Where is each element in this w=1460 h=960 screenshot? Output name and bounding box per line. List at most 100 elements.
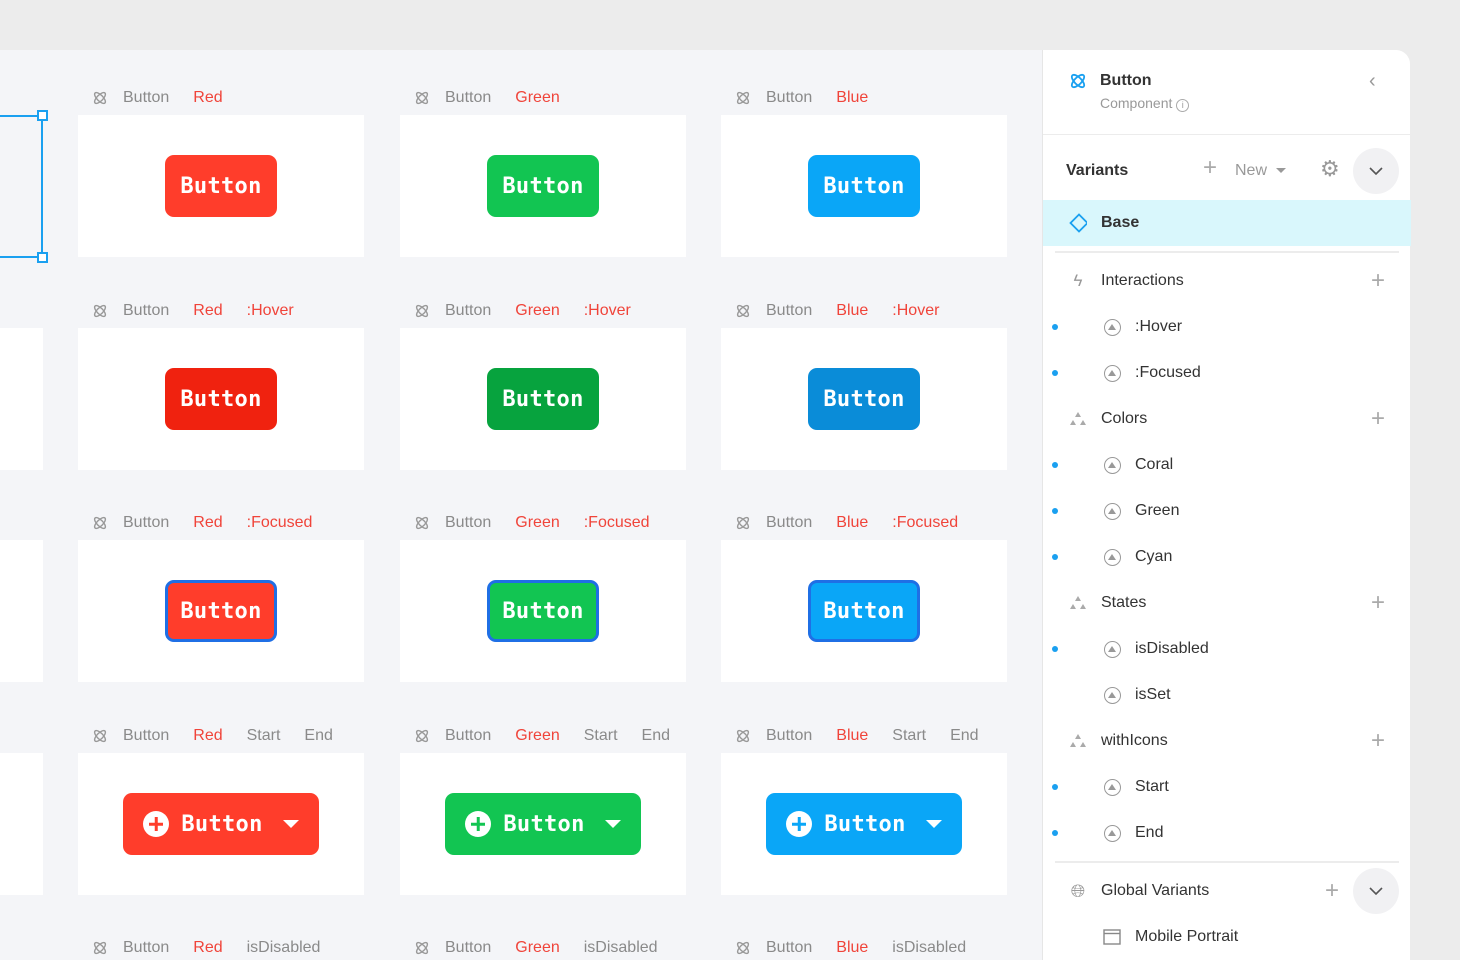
variant-group-interactions[interactable]: ϟ Interactions +	[1043, 258, 1411, 304]
variant-label[interactable]: Button Red	[92, 88, 247, 108]
variants-heading: Variants	[1066, 162, 1129, 179]
component-icon	[92, 90, 108, 106]
base-label: Base	[1101, 214, 1140, 231]
preview-button[interactable]: Button	[487, 368, 599, 430]
variant-label[interactable]: Button Blue	[735, 88, 892, 108]
design-canvas[interactable]: Button Red Button Button Green Button Button Bl…	[0, 50, 1042, 960]
preview-button[interactable]: Button	[766, 793, 962, 855]
variant-item[interactable]: End	[1043, 810, 1411, 856]
variant-label[interactable]: Button Red Start End	[92, 726, 357, 746]
variant-label[interactable]: Button Blue:Focused	[735, 513, 982, 533]
collapse-panel-button[interactable]: ‹	[1369, 70, 1376, 92]
divider	[1043, 134, 1411, 135]
variant-item[interactable]: Cyan	[1043, 534, 1411, 580]
preview-button[interactable]: Button	[808, 155, 920, 217]
variant-item[interactable]: isDisabled	[1043, 626, 1411, 672]
preview-button[interactable]: Button	[487, 580, 599, 642]
resize-handle[interactable]	[37, 252, 48, 263]
variant-card[interactable]: Button	[400, 540, 686, 682]
variant-card[interactable]: Button	[400, 328, 686, 470]
component-name: Button	[445, 89, 492, 106]
variant-label[interactable]: Button Red isDisabled	[92, 938, 344, 958]
variant-card[interactable]: Button	[400, 115, 686, 257]
variant-card[interactable]: Button	[78, 540, 364, 682]
global-variant-item[interactable]: Mobile Portrait	[1043, 914, 1411, 960]
globe-icon: 🌐︎	[1070, 880, 1086, 901]
variant-group-colors[interactable]: Colors +	[1043, 396, 1411, 442]
add-variant-button[interactable]: +	[1203, 154, 1218, 181]
preview-button[interactable]: Button	[487, 155, 599, 217]
variant-label[interactable]: Button Blue Start End	[735, 726, 1003, 746]
info-icon[interactable]: i	[1176, 99, 1190, 112]
divider	[1055, 251, 1399, 253]
variant-item-label: Start	[1135, 778, 1169, 795]
variant-label[interactable]: Button Blue:Hover	[735, 301, 963, 321]
variant-icon	[1103, 364, 1121, 382]
component-icon	[92, 303, 108, 319]
variant-label[interactable]: Button Green:Focused	[414, 513, 674, 533]
button-label: Button	[823, 598, 905, 624]
variant-item[interactable]: Start	[1043, 764, 1411, 810]
variant-item-label: Coral	[1135, 456, 1174, 473]
add-variant-button[interactable]: +	[1370, 727, 1385, 754]
preview-button[interactable]: Button	[808, 580, 920, 642]
component-name: Button	[766, 89, 813, 106]
add-variant-button[interactable]: +	[1370, 267, 1385, 294]
variant-card[interactable]: Button	[78, 328, 364, 470]
variant-label[interactable]: Button Green:Hover	[414, 301, 655, 321]
variant-card[interactable]: Button	[721, 753, 1007, 895]
new-dropdown[interactable]: New	[1235, 162, 1287, 180]
button-label: Button	[502, 598, 584, 624]
resize-handle[interactable]	[37, 110, 48, 121]
state-tag: End	[950, 727, 979, 744]
preview-button[interactable]: Button	[165, 155, 277, 217]
active-dot	[1052, 830, 1058, 836]
variant-card[interactable]: Button	[78, 115, 364, 257]
preview-button[interactable]: Button	[445, 793, 641, 855]
global-variants-row[interactable]: 🌐︎ Global Variants +	[1043, 868, 1411, 914]
add-variant-button[interactable]: +	[1370, 589, 1385, 616]
variant-card[interactable]: Button	[721, 540, 1007, 682]
preview-button[interactable]: Button	[165, 368, 277, 430]
variant-label[interactable]: Button Green isDisabled	[414, 938, 682, 958]
variant-label[interactable]: Button Red:Hover	[92, 301, 318, 321]
state-tag: :Hover	[246, 302, 294, 319]
button-label: Button	[180, 173, 262, 199]
variant-label[interactable]: Button Green Start End	[414, 726, 694, 746]
variant-item[interactable]: :Focused	[1043, 350, 1411, 396]
button-label: Button	[180, 386, 262, 412]
variant-icon	[1103, 778, 1121, 796]
variant-card[interactable]: Button	[78, 753, 364, 895]
variants-collapse-button[interactable]	[1353, 148, 1399, 194]
browser-window-icon	[1103, 928, 1121, 946]
variant-card[interactable]: Button	[721, 328, 1007, 470]
selection-frame[interactable]	[0, 110, 48, 263]
variant-label[interactable]: Button Red:Focused	[92, 513, 336, 533]
add-global-variant-button[interactable]: +	[1324, 877, 1339, 904]
variant-group-withicons[interactable]: withIcons +	[1043, 718, 1411, 764]
global-variants-collapse-button[interactable]	[1353, 868, 1399, 914]
variant-label[interactable]: Button Green	[414, 88, 584, 108]
variant-label[interactable]: Button Blue isDisabled	[735, 938, 990, 958]
new-label: New	[1235, 162, 1268, 179]
gear-icon[interactable]: ⚙	[1320, 156, 1340, 181]
base-variant-row[interactable]: Base	[1043, 200, 1411, 246]
preview-button[interactable]: Button	[165, 580, 277, 642]
add-variant-button[interactable]: +	[1370, 405, 1385, 432]
variant-item[interactable]: Coral	[1043, 442, 1411, 488]
color-tag: Red	[193, 727, 223, 744]
variant-card[interactable]: Button	[721, 115, 1007, 257]
caret-down-icon	[1276, 168, 1287, 174]
variant-item[interactable]: :Hover	[1043, 304, 1411, 350]
preview-button[interactable]: Button	[123, 793, 319, 855]
preview-button[interactable]: Button	[808, 368, 920, 430]
variant-card[interactable]: Button	[400, 753, 686, 895]
variant-item[interactable]: Green	[1043, 488, 1411, 534]
group-label: States	[1101, 594, 1147, 611]
component-icon	[92, 728, 108, 744]
component-icon	[414, 728, 430, 744]
state-tag: End	[641, 727, 670, 744]
variant-item[interactable]: isSet	[1043, 672, 1411, 718]
variant-icon	[1103, 502, 1121, 520]
variant-group-states[interactable]: States +	[1043, 580, 1411, 626]
